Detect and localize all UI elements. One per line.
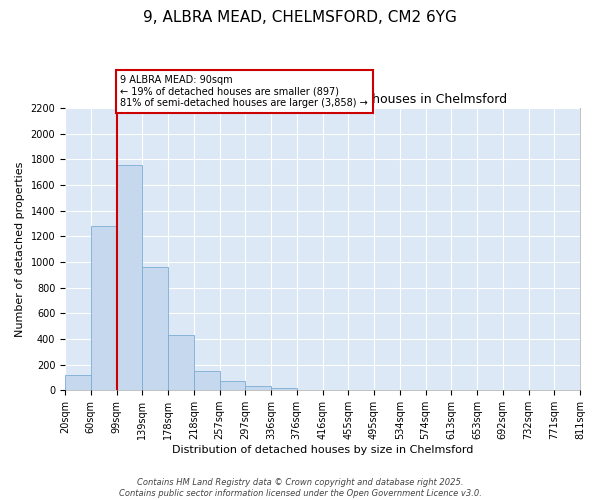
Bar	[220, 380, 245, 390]
Text: 9, ALBRA MEAD, CHELMSFORD, CM2 6YG: 9, ALBRA MEAD, CHELMSFORD, CM2 6YG	[143, 10, 457, 25]
Title: Size of property relative to detached houses in Chelmsford: Size of property relative to detached ho…	[138, 92, 507, 106]
Text: 9 ALBRA MEAD: 90sqm
← 19% of detached houses are smaller (897)
81% of semi-detac: 9 ALBRA MEAD: 90sqm ← 19% of detached ho…	[121, 75, 368, 108]
Bar	[91, 226, 116, 390]
Bar	[142, 267, 168, 390]
Bar	[116, 164, 142, 390]
Bar	[168, 335, 194, 390]
X-axis label: Distribution of detached houses by size in Chelmsford: Distribution of detached houses by size …	[172, 445, 473, 455]
Bar	[271, 388, 297, 390]
Bar	[245, 386, 271, 390]
Bar	[65, 375, 91, 390]
Bar	[194, 371, 220, 390]
Y-axis label: Number of detached properties: Number of detached properties	[15, 162, 25, 337]
Text: Contains HM Land Registry data © Crown copyright and database right 2025.
Contai: Contains HM Land Registry data © Crown c…	[119, 478, 481, 498]
